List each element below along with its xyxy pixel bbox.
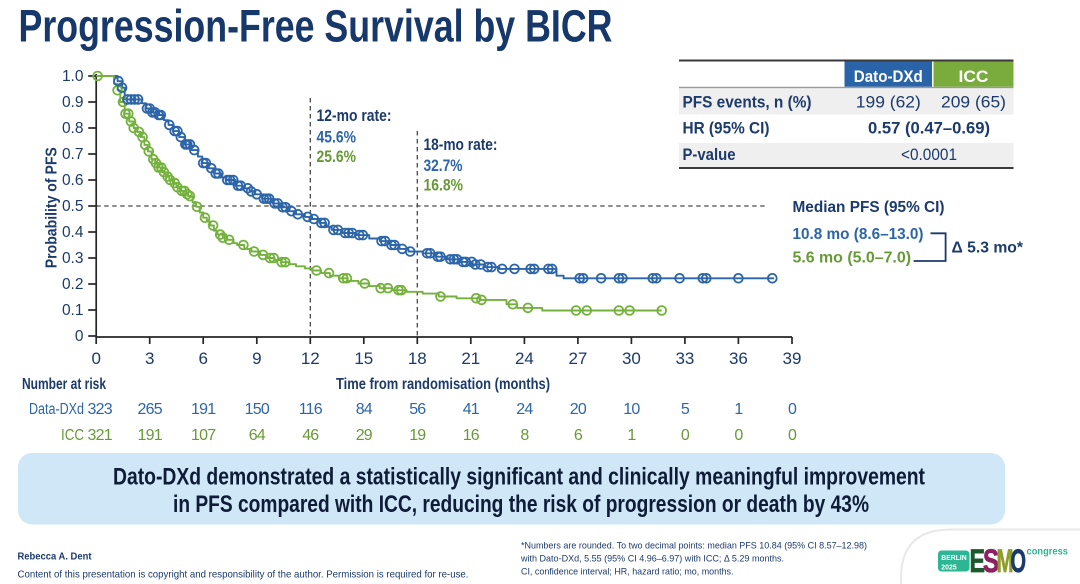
svg-text:107: 107 [191, 427, 216, 444]
svg-text:Probability of PFS: Probability of PFS [44, 147, 61, 268]
svg-text:0.7: 0.7 [62, 146, 84, 163]
svg-text:Dato-DXd demonstrated a statis: Dato-DXd demonstrated a statistically si… [113, 464, 925, 491]
svg-text:6: 6 [198, 349, 207, 368]
svg-text:Content of this presentation i: Content of this presentation is copyrigh… [18, 569, 469, 581]
svg-text:46: 46 [302, 427, 319, 444]
svg-text:Dato-DXd: Dato-DXd [854, 67, 923, 86]
svg-text:0.4: 0.4 [62, 224, 84, 241]
svg-text:39: 39 [783, 349, 802, 368]
svg-text:9: 9 [252, 349, 261, 368]
svg-text:84: 84 [356, 401, 373, 418]
svg-text:0.6: 0.6 [62, 172, 84, 189]
svg-text:with Dato-DXd, 5.55 (95% CI 4.: with Dato-DXd, 5.55 (95% CI 4.96–6.97) w… [520, 554, 784, 565]
svg-text:3: 3 [145, 349, 154, 368]
svg-text:0: 0 [788, 427, 797, 444]
svg-text:20: 20 [570, 401, 587, 418]
svg-text:116: 116 [299, 401, 323, 418]
svg-text:0.9: 0.9 [62, 94, 84, 111]
svg-text:30: 30 [622, 349, 641, 368]
svg-text:congress: congress [1027, 546, 1069, 558]
svg-text:2025: 2025 [941, 563, 956, 572]
svg-text:6: 6 [574, 427, 583, 444]
svg-text:16: 16 [463, 427, 480, 444]
svg-text:33: 33 [675, 349, 694, 368]
svg-text:150: 150 [245, 401, 270, 418]
svg-text:ICC: ICC [959, 67, 989, 86]
svg-text:1.0: 1.0 [62, 68, 84, 85]
svg-text:0: 0 [681, 427, 690, 444]
svg-text:0: 0 [75, 328, 84, 345]
svg-text:Rebecca A. Dent: Rebecca A. Dent [18, 551, 92, 563]
svg-text:Data-DXd: Data-DXd [29, 401, 84, 418]
svg-text:8: 8 [520, 427, 529, 444]
svg-text:27: 27 [568, 349, 587, 368]
svg-text:0: 0 [91, 349, 100, 368]
svg-text:265: 265 [138, 401, 163, 418]
svg-text:0: 0 [734, 427, 743, 444]
svg-text:36: 36 [729, 349, 748, 368]
svg-text:0.57 (0.47–0.69): 0.57 (0.47–0.69) [868, 119, 990, 138]
svg-text:Progression-Free Survival by B: Progression-Free Survival by BICR [19, 1, 613, 52]
svg-text:323: 323 [88, 401, 113, 418]
svg-text:191: 191 [138, 427, 163, 444]
svg-text:0.2: 0.2 [62, 276, 84, 293]
svg-text:19: 19 [409, 427, 426, 444]
svg-text:12: 12 [301, 349, 320, 368]
svg-text:1: 1 [734, 401, 743, 418]
svg-text:5.6 mo (5.0–7.0): 5.6 mo (5.0–7.0) [793, 250, 912, 267]
svg-text:P-value: P-value [683, 145, 736, 164]
svg-text:29: 29 [356, 427, 373, 444]
svg-text:209 (65): 209 (65) [941, 93, 1006, 112]
svg-text:18: 18 [408, 349, 427, 368]
svg-text:16.8%: 16.8% [424, 176, 464, 195]
svg-text:<0.0001: <0.0001 [901, 145, 957, 164]
svg-text:10: 10 [623, 401, 640, 418]
svg-text:Number at risk: Number at risk [22, 376, 106, 393]
svg-text:12-mo rate:: 12-mo rate: [317, 106, 392, 125]
svg-text:21: 21 [461, 349, 480, 368]
svg-text:E: E [970, 543, 986, 579]
svg-text:*Numbers are rounded. To two d: *Numbers are rounded. To two decimal poi… [521, 541, 867, 552]
svg-text:Time from randomisation (month: Time from randomisation (months) [336, 376, 550, 393]
svg-text:41: 41 [463, 401, 480, 418]
svg-text:ICC: ICC [61, 427, 84, 444]
svg-text:0.3: 0.3 [62, 250, 84, 267]
svg-text:0.1: 0.1 [62, 302, 84, 319]
svg-text:64: 64 [249, 427, 266, 444]
svg-text:321: 321 [88, 427, 113, 444]
svg-text:18-mo rate:: 18-mo rate: [424, 135, 498, 154]
svg-text:10.8 mo (8.6–13.0): 10.8 mo (8.6–13.0) [793, 226, 924, 243]
svg-text:S: S [983, 543, 999, 579]
svg-text:BERLIN: BERLIN [941, 553, 966, 562]
svg-text:0: 0 [788, 401, 797, 418]
svg-text:1: 1 [627, 427, 636, 444]
svg-text:CI, confidence interval; HR, h: CI, confidence interval; HR, hazard rati… [521, 567, 734, 578]
svg-text:32.7%: 32.7% [424, 156, 463, 175]
svg-text:Δ 5.3 mo*: Δ 5.3 mo* [952, 240, 1024, 257]
svg-text:in PFS compared with ICC, redu: in PFS compared with ICC, reducing the r… [173, 491, 869, 518]
svg-text:56: 56 [409, 401, 426, 418]
svg-text:M: M [997, 543, 1014, 579]
svg-text:Median PFS (95% CI): Median PFS (95% CI) [793, 199, 945, 216]
svg-text:0.8: 0.8 [62, 120, 84, 137]
svg-text:25.6%: 25.6% [317, 147, 357, 166]
svg-text:45.6%: 45.6% [317, 128, 357, 147]
svg-text:24: 24 [515, 349, 534, 368]
svg-text:5: 5 [681, 401, 690, 418]
svg-text:191: 191 [191, 401, 216, 418]
svg-text:HR (95% CI): HR (95% CI) [683, 119, 770, 138]
svg-text:24: 24 [516, 401, 533, 418]
svg-text:PFS events, n (%): PFS events, n (%) [683, 93, 812, 112]
svg-text:15: 15 [354, 349, 373, 368]
svg-text:0.5: 0.5 [62, 198, 84, 215]
svg-text:199 (62): 199 (62) [856, 93, 921, 112]
svg-text:O: O [1011, 543, 1027, 579]
